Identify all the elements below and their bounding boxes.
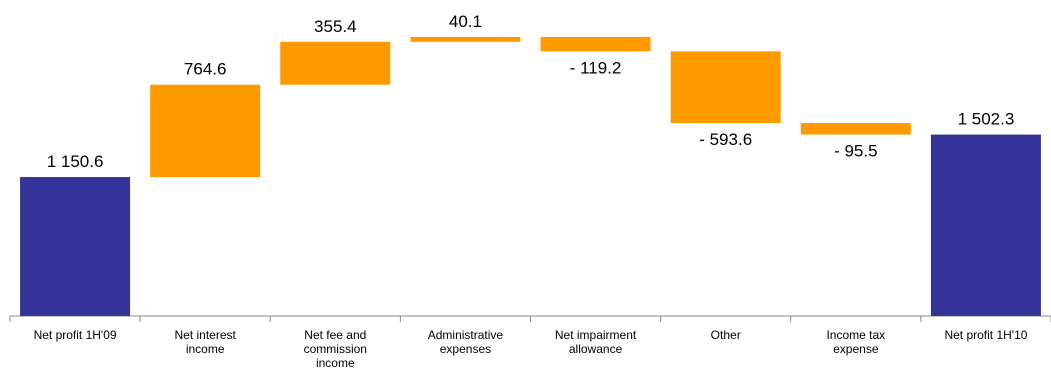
value-label: - 119.2	[570, 58, 622, 77]
bar	[930, 134, 1041, 316]
bar	[280, 41, 391, 85]
x-tick-label: Net impairment allowance	[554, 328, 637, 356]
bar	[670, 51, 781, 124]
value-label: 764.6	[184, 60, 227, 79]
value-label: 40.1	[449, 12, 482, 31]
bar	[540, 36, 651, 52]
x-tick-label: Net profit 1H'09	[33, 328, 117, 342]
value-label: 1 502.3	[958, 110, 1015, 129]
bar	[150, 84, 261, 178]
x-tick-label: Net fee and commission income	[303, 328, 367, 370]
value-label: - 95.5	[834, 142, 877, 161]
value-label: 355.4	[314, 17, 357, 36]
bar	[800, 123, 911, 135]
value-label: - 593.6	[699, 130, 752, 149]
x-tick-label: Administrative expenses	[427, 328, 504, 356]
bar	[20, 177, 131, 316]
x-tick-label: Other	[710, 328, 741, 342]
bar	[410, 36, 521, 42]
x-tick-label: Net interest income	[174, 328, 236, 356]
value-label: 1 150.6	[47, 152, 104, 171]
x-tick-label: Net profit 1H'10	[944, 328, 1028, 342]
x-tick-label: Income tax expense	[826, 328, 886, 356]
